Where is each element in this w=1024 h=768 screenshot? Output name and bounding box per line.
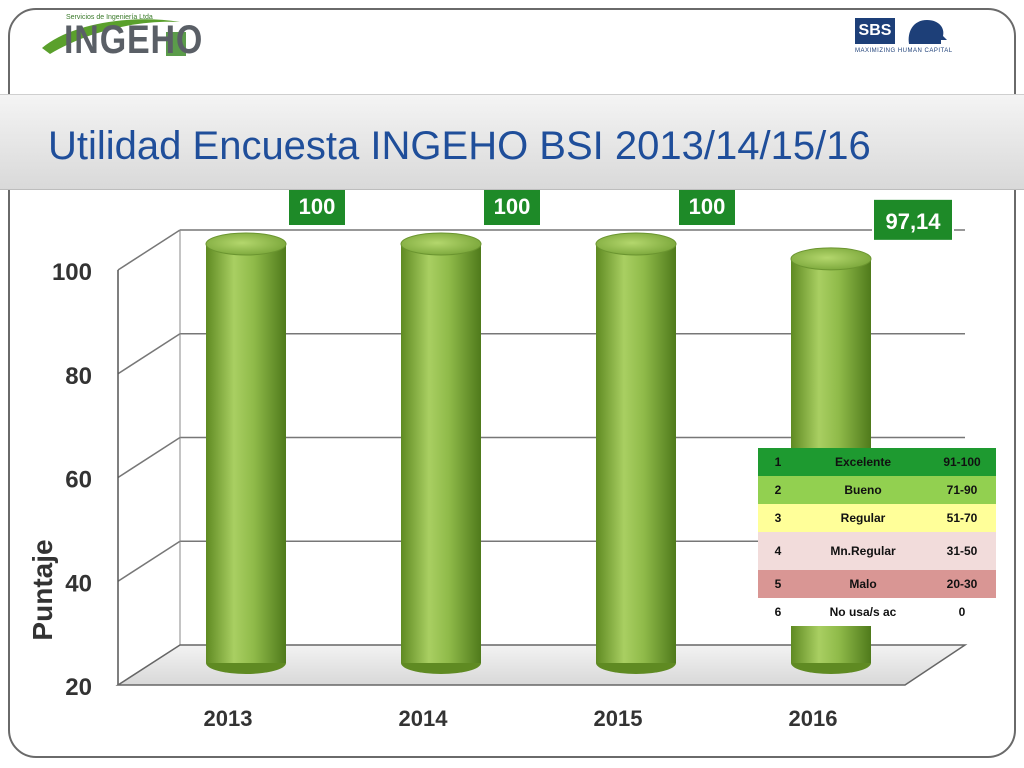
legend-label: Malo [849, 577, 877, 591]
legend-number: 3 [774, 511, 782, 525]
x-tick-label: 2016 [789, 706, 838, 731]
legend-number: 1 [774, 455, 782, 469]
gridline-side [117, 333, 181, 375]
bar-2014 [400, 232, 482, 674]
gridline-side [117, 436, 181, 479]
bar-body [596, 244, 676, 663]
legend-row: 1 Excelente 91-100 [758, 448, 996, 476]
data-label-2013: 100 [287, 190, 347, 227]
sbs-logo-tagline: MAXIMIZING HUMAN CAPITAL [855, 48, 953, 54]
bar-2016 [790, 247, 872, 674]
data-label-box [677, 190, 737, 227]
data-label-2016: 97,14 [872, 197, 954, 242]
bar-cap [205, 232, 287, 256]
y-axis-label: Puntaje [27, 539, 58, 640]
bar-2015 [595, 232, 677, 674]
legend-number: 2 [774, 483, 782, 497]
legend-row: 4 Mn.Regular 31-50 [758, 532, 996, 570]
bar-body [206, 244, 286, 663]
ingeho-swoosh-icon [42, 19, 186, 56]
legend-row: 5 Malo 20-30 [758, 570, 996, 598]
y-tick-label: 60 [65, 467, 92, 494]
legend-range: 51-70 [946, 511, 978, 525]
legend-range: 71-90 [946, 483, 978, 497]
legend-range: 0 [958, 605, 966, 619]
sbs-logo: SBS MAXIMIZING HUMAN CAPITAL [855, 18, 955, 60]
x-axis-ticks: 2013 2014 2015 2016 [204, 706, 838, 731]
chart-bars [205, 232, 872, 674]
legend-label: Bueno [844, 483, 882, 497]
legend-range: 91-100 [943, 455, 981, 469]
data-labels: 100 100 100 97,14 [287, 190, 954, 242]
legend-label: Mn.Regular [830, 544, 896, 558]
data-label-2014: 100 [482, 190, 542, 227]
gridline-side [117, 229, 181, 271]
y-tick-label: 20 [65, 674, 92, 701]
y-tick-label: 40 [65, 570, 92, 597]
legend-number: 4 [774, 544, 782, 558]
data-label-text: 100 [299, 194, 336, 219]
ingeho-logo-subtext: Servicios de Ingeniería Ltda [66, 14, 153, 21]
x-tick-label: 2014 [399, 706, 449, 731]
head-silhouette-icon [908, 20, 947, 44]
bar-2013 [205, 232, 287, 674]
legend-row: 2 Bueno 71-90 [758, 476, 996, 504]
x-tick-label: 2013 [204, 706, 253, 731]
bar-cap [595, 232, 677, 256]
data-label-box [482, 190, 542, 227]
bar-body [401, 244, 481, 663]
bar-cap [400, 232, 482, 256]
y-tick-label: 80 [65, 363, 92, 390]
legend-label: Regular [840, 511, 886, 525]
data-label-text: 100 [494, 194, 531, 219]
x-tick-label: 2015 [594, 706, 643, 731]
chart-floor-plane [115, 644, 968, 686]
legend-range: 20-30 [946, 577, 978, 591]
data-label-text: 100 [689, 194, 726, 219]
rating-legend-table: 1 Excelente 91-100 2 Bueno 71-90 3 Regular 51-70… [758, 448, 996, 626]
data-label-2015: 100 [677, 190, 737, 227]
legend-number: 5 [774, 577, 782, 591]
legend-number: 6 [774, 605, 782, 619]
y-tick-label: 100 [52, 259, 92, 286]
bar-cap [790, 247, 872, 271]
slide-title: Utilidad Encuesta INGEHO BSI 2013/14/15/… [48, 124, 871, 168]
y-axis-ticks: 20 40 60 80 100 [52, 259, 92, 701]
bar-body [791, 258, 871, 663]
legend-row: 3 Regular 51-70 [758, 504, 996, 532]
data-label-text: 97,14 [885, 209, 941, 234]
data-label-box [287, 190, 347, 227]
ingeho-logo-text: INGEHO [64, 18, 204, 62]
data-label-box [872, 197, 954, 242]
sbs-logo-text: SBS [855, 18, 895, 44]
legend-row: 6 No usa/s ac 0 [758, 598, 996, 626]
legend-label: Excelente [834, 455, 892, 469]
gridline-side [117, 540, 181, 582]
chart-floor [115, 644, 968, 686]
legend-range: 31-50 [946, 544, 978, 558]
legend-label: No usa/s ac [829, 605, 897, 619]
